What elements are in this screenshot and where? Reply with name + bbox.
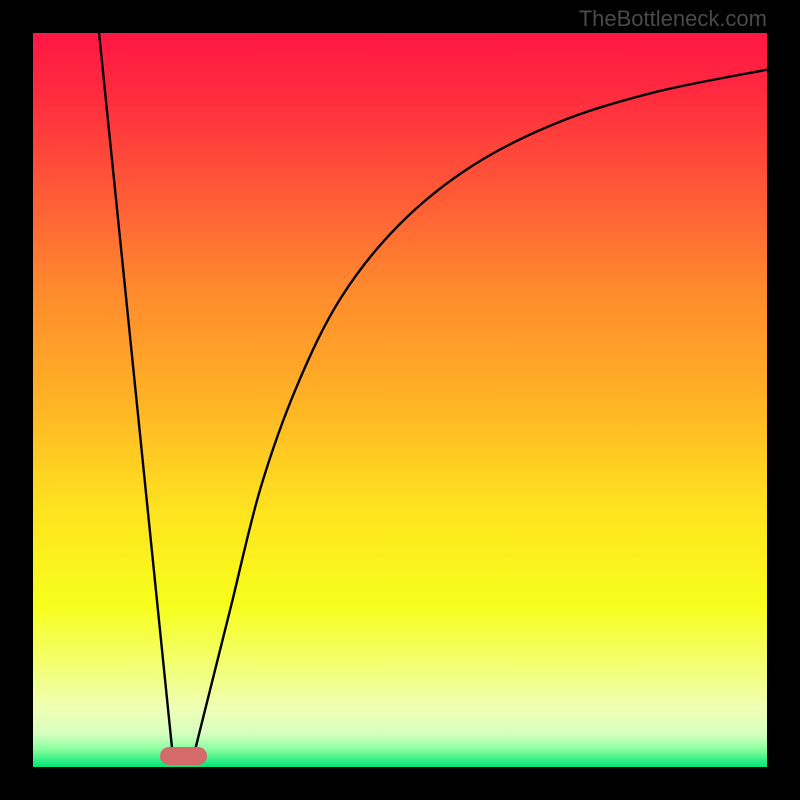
watermark-text: TheBottleneck.com xyxy=(579,6,767,32)
left-descending-line xyxy=(99,33,172,752)
chart-container: TheBottleneck.com xyxy=(0,0,800,800)
right-ascending-curve xyxy=(194,70,767,753)
curve-layer xyxy=(33,33,767,767)
plot-area xyxy=(33,33,767,767)
minimum-marker xyxy=(160,747,208,765)
